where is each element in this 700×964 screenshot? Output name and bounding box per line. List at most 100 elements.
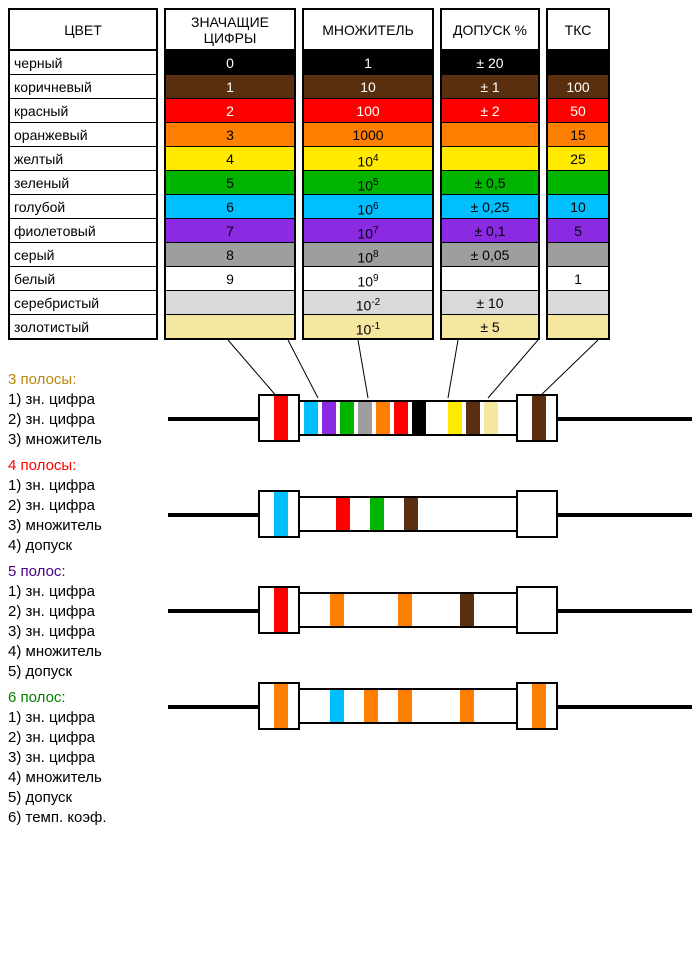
legend-item: 2) зн. цифра [8,410,158,430]
table-row: ± 0,05 [442,242,538,266]
legend-item: 3) зн. цифра [8,622,158,642]
table-row: ± 5 [442,314,538,338]
color-band [412,402,426,434]
table-row: желтый [10,146,156,170]
multiplier-column: МНОЖИТЕЛЬ 110100100010410510610710810910… [302,8,434,340]
resistor-body [298,496,518,532]
resistor-body [298,400,518,436]
color-band [460,690,474,722]
table-row: 7 [166,218,294,242]
resistor-cap-left [258,682,300,730]
table-row: 107 [304,218,432,242]
legend-item: 1) зн. цифра [8,708,158,728]
color-band [370,498,384,530]
table-row [442,122,538,146]
table-row: 106 [304,194,432,218]
table-row: 105 [304,170,432,194]
table-row: 25 [548,146,608,170]
resistor-cap-left [258,394,300,442]
resistor [168,678,692,734]
table-row: 1000 [304,122,432,146]
legend-item: 5) допуск [8,662,158,682]
tolerance-header: ДОПУСК % [442,10,538,50]
table-row: 100 [304,98,432,122]
digits-header: ЗНАЧАЩИЕ ЦИФРЫ [166,10,294,50]
table-row [548,242,608,266]
table-row: 104 [304,146,432,170]
legend-item: 2) зн. цифра [8,602,158,622]
table-row: ± 1 [442,74,538,98]
table-row: ± 2 [442,98,538,122]
table-row: коричневый [10,74,156,98]
table-row: 5 [166,170,294,194]
legend-title: 5 полос: [8,562,158,582]
table-row: 10 [548,194,608,218]
legend-title: 6 полос: [8,688,158,708]
table-row: серый [10,242,156,266]
table-row: ± 20 [442,50,538,74]
table-row: ± 0,25 [442,194,538,218]
table-row [548,314,608,338]
table-row: 10-2 [304,290,432,314]
table-row [548,50,608,74]
legend-item: 1) зн. цифра [8,476,158,496]
color-band [466,402,480,434]
table-row: 1 [304,50,432,74]
resistor-diagrams [168,370,692,834]
resistor-cap-right [516,394,558,442]
table-row: 1 [166,74,294,98]
legend-group: 4 полосы:1) зн. цифра2) зн. цифра3) множ… [8,456,158,556]
legend-item: 2) зн. цифра [8,496,158,516]
resistor [168,582,692,638]
legend-group: 3 полосы:1) зн. цифра2) зн. цифра3) множ… [8,370,158,450]
legend-item: 1) зн. цифра [8,582,158,602]
color-band [330,690,344,722]
color-band [274,492,288,536]
tkc-column: ТКС 1005015251051 [546,8,610,340]
names-column: ЦВЕТ черныйкоричневыйкрасныйоранжевыйжел… [8,8,158,340]
multiplier-header: МНОЖИТЕЛЬ [304,10,432,50]
table-row: черный [10,50,156,74]
legend-item: 3) множитель [8,516,158,536]
color-code-tables: ЦВЕТ черныйкоричневыйкрасныйоранжевыйжел… [8,8,692,340]
table-row: 100 [548,74,608,98]
color-band [274,396,288,440]
table-row: красный [10,98,156,122]
table-row: белый [10,266,156,290]
color-band [304,402,318,434]
table-row: оранжевый [10,122,156,146]
table-row: 5 [548,218,608,242]
table-row: серебристый [10,290,156,314]
legend-item: 3) зн. цифра [8,748,158,768]
color-band [364,690,378,722]
color-band [460,594,474,626]
resistor-body [298,592,518,628]
color-band [322,402,336,434]
table-row: ± 0,1 [442,218,538,242]
tkc-header: ТКС [548,10,608,50]
legend-title: 3 полосы: [8,370,158,390]
color-band [398,594,412,626]
table-row: золотистый [10,314,156,338]
table-row: 8 [166,242,294,266]
digits-column: ЗНАЧАЩИЕ ЦИФРЫ 0123456789 [164,8,296,340]
table-row: 15 [548,122,608,146]
color-band [274,684,288,728]
table-row: 2 [166,98,294,122]
legend: 3 полосы:1) зн. цифра2) зн. цифра3) множ… [8,370,158,834]
legend-item: 3) множитель [8,430,158,450]
table-row: ± 0,5 [442,170,538,194]
tolerance-column: ДОПУСК % ± 20± 1± 2 ± 0,5± 0,25± 0,1± 0,0… [440,8,540,340]
table-row [166,290,294,314]
legend-item: 2) зн. цифра [8,728,158,748]
legend-group: 5 полос:1) зн. цифра2) зн. цифра3) зн. ц… [8,562,158,682]
resistor [168,486,692,542]
color-band [394,402,408,434]
legend-item: 1) зн. цифра [8,390,158,410]
legend-item: 4) множитель [8,642,158,662]
resistor-body [298,688,518,724]
resistor-cap-right [516,682,558,730]
color-band [376,402,390,434]
resistor-cap-right [516,586,558,634]
legend-item: 6) темп. коэф. [8,808,158,828]
